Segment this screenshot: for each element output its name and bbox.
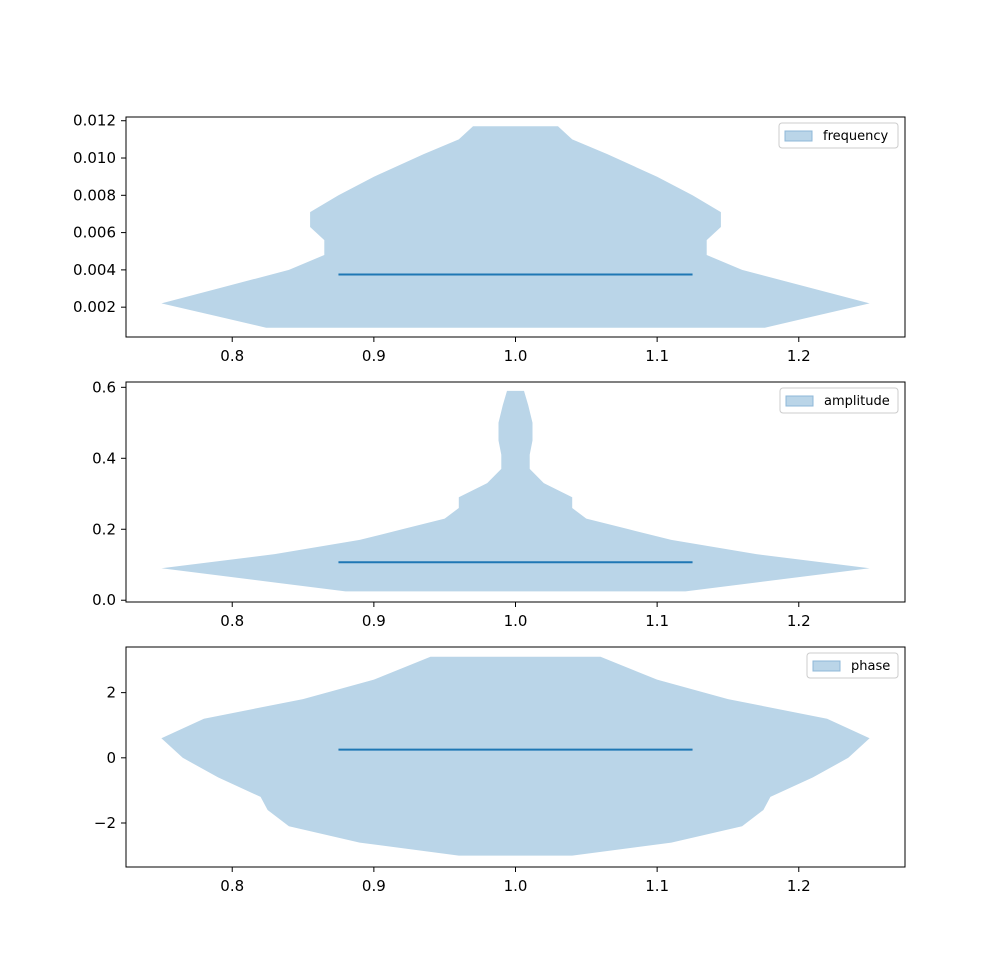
x-tick-label: 1.1	[645, 877, 669, 895]
legend-box	[778, 122, 899, 149]
x-tick-label: 0.8	[220, 347, 244, 365]
legend-label: frequency	[823, 129, 889, 144]
x-tick-label: 1.0	[504, 612, 528, 630]
legend-patch	[812, 660, 841, 672]
legend-label: phase	[851, 659, 890, 674]
legend-phase: phase	[806, 652, 899, 679]
x-tick-label: 0.9	[362, 612, 386, 630]
violin-body	[161, 126, 870, 328]
x-tick-label: 1.1	[645, 347, 669, 365]
x-tick-label: 1.1	[645, 612, 669, 630]
y-tick-label: 0.6	[92, 378, 116, 396]
legend-box	[779, 387, 899, 414]
y-tick-label: 0.004	[73, 261, 116, 279]
y-tick-label: 0.0	[92, 591, 116, 609]
violin-body	[161, 390, 870, 592]
x-tick-label: 0.9	[362, 347, 386, 365]
legend-label: amplitude	[824, 394, 890, 409]
legend-frequency: frequency	[778, 122, 899, 149]
y-tick-label: 0.2	[92, 520, 116, 538]
violin-body	[161, 656, 870, 856]
x-tick-label: 1.2	[787, 877, 811, 895]
y-tick-label: −2	[94, 814, 116, 832]
y-tick-label: 0.008	[73, 186, 116, 204]
subplot-frequency: 0.8 0.9 1.0 1.1 1.2 0.002 0.004 0.006 0.008 0.010…	[73, 112, 906, 365]
x-tick-label: 0.8	[220, 877, 244, 895]
subplot-phase: 0.8 0.9 1.0 1.1 1.2 −2 0 2 phase	[94, 646, 906, 895]
legend-patch	[784, 130, 813, 142]
y-tick-label: 0.002	[73, 298, 116, 316]
y-tick-label: 0.010	[73, 149, 116, 167]
y-tick-label: 0	[106, 749, 116, 767]
y-tick-label: 0.012	[73, 112, 116, 130]
legend-box	[806, 652, 899, 679]
x-tick-label: 1.0	[504, 877, 528, 895]
x-tick-label: 1.2	[787, 612, 811, 630]
x-tick-label: 0.9	[362, 877, 386, 895]
x-tick-label: 1.0	[504, 347, 528, 365]
x-tick-label: 0.8	[220, 612, 244, 630]
legend-patch	[785, 395, 814, 407]
y-tick-label: 0.006	[73, 224, 116, 242]
subplot-amplitude: 0.8 0.9 1.0 1.1 1.2 0.0 0.2 0.4 0.6 amplitude	[92, 378, 906, 630]
x-tick-label: 1.2	[787, 347, 811, 365]
legend-amplitude: amplitude	[779, 387, 899, 414]
y-tick-label: 0.4	[92, 449, 116, 467]
y-tick-label: 2	[106, 684, 116, 702]
